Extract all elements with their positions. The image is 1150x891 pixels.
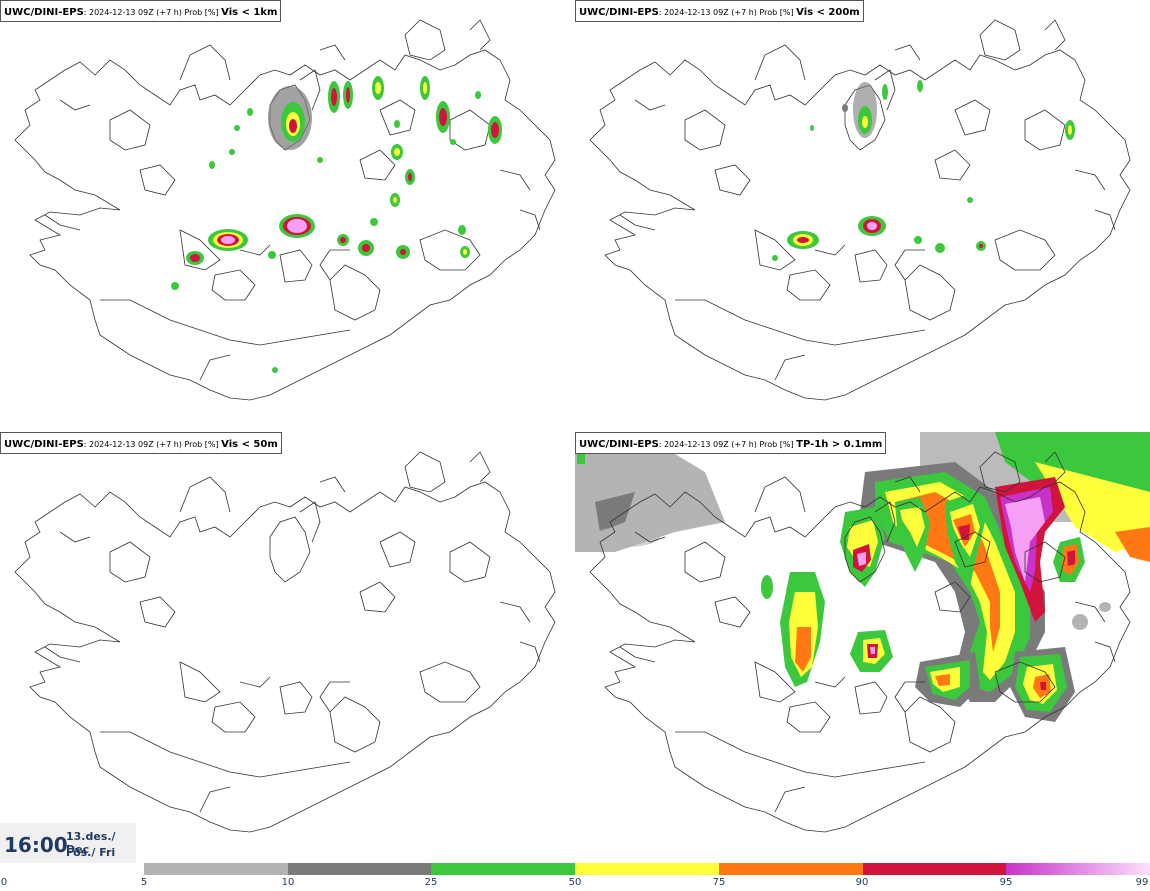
legend-tick: 10 [281, 877, 295, 888]
probability-blobs [772, 80, 1075, 261]
legend-segment [431, 863, 576, 875]
color-scale-bar [144, 863, 1150, 875]
iceland-map [575, 432, 1150, 833]
valid-day: Fös./ Fri [66, 846, 116, 859]
legend-segment [144, 863, 288, 875]
iceland-map [589, 19, 1131, 401]
legend-tick: 50 [568, 877, 582, 888]
legend-tick: 95 [999, 877, 1013, 888]
valid-time-box: 16:00 13.des./ Dec Fös./ Fri [0, 823, 136, 863]
valid-date: 13.des./ Dec [66, 830, 116, 856]
legend-segment [862, 863, 1007, 875]
map-panel-vis-50m: UWC/DINI-EPS: 2024-12-13 09Z (+7 h) Prob… [0, 432, 575, 863]
iceland-map [14, 451, 556, 833]
legend-segment [287, 863, 432, 875]
panel-title: UWC/DINI-EPS: 2024-12-13 09Z (+7 h) Prob… [575, 432, 887, 454]
map-panel-vis-200m: UWC/DINI-EPS: 2024-12-13 09Z (+7 h) Prob… [575, 0, 1150, 431]
legend-tick: 0 [0, 877, 8, 888]
legend-segment [718, 863, 863, 875]
iceland-map [14, 19, 556, 401]
probability-blobs [171, 76, 502, 373]
panel-title: UWC/DINI-EPS: 2024-12-13 09Z (+7 h) Prob… [575, 0, 864, 22]
precipitation-field [575, 432, 1150, 722]
legend-tick: 90 [855, 877, 869, 888]
panel-title: UWC/DINI-EPS: 2024-12-13 09Z (+7 h) Prob… [0, 0, 282, 22]
legend-tick: 5 [140, 877, 148, 888]
legend-segment [575, 863, 719, 875]
valid-time: 16:00 [4, 833, 68, 857]
panel-title: UWC/DINI-EPS: 2024-12-13 09Z (+7 h) Prob… [0, 432, 282, 454]
legend-segment [1006, 863, 1150, 875]
legend-tick: 99 [1135, 877, 1149, 888]
map-panel-vis-1km: UWC/DINI-EPS: 2024-12-13 09Z (+7 h) Prob… [0, 0, 575, 431]
legend-tick: 25 [424, 877, 438, 888]
legend-tick: 75 [712, 877, 726, 888]
map-panel-precip: UWC/DINI-EPS: 2024-12-13 09Z (+7 h) Prob… [575, 432, 1150, 863]
